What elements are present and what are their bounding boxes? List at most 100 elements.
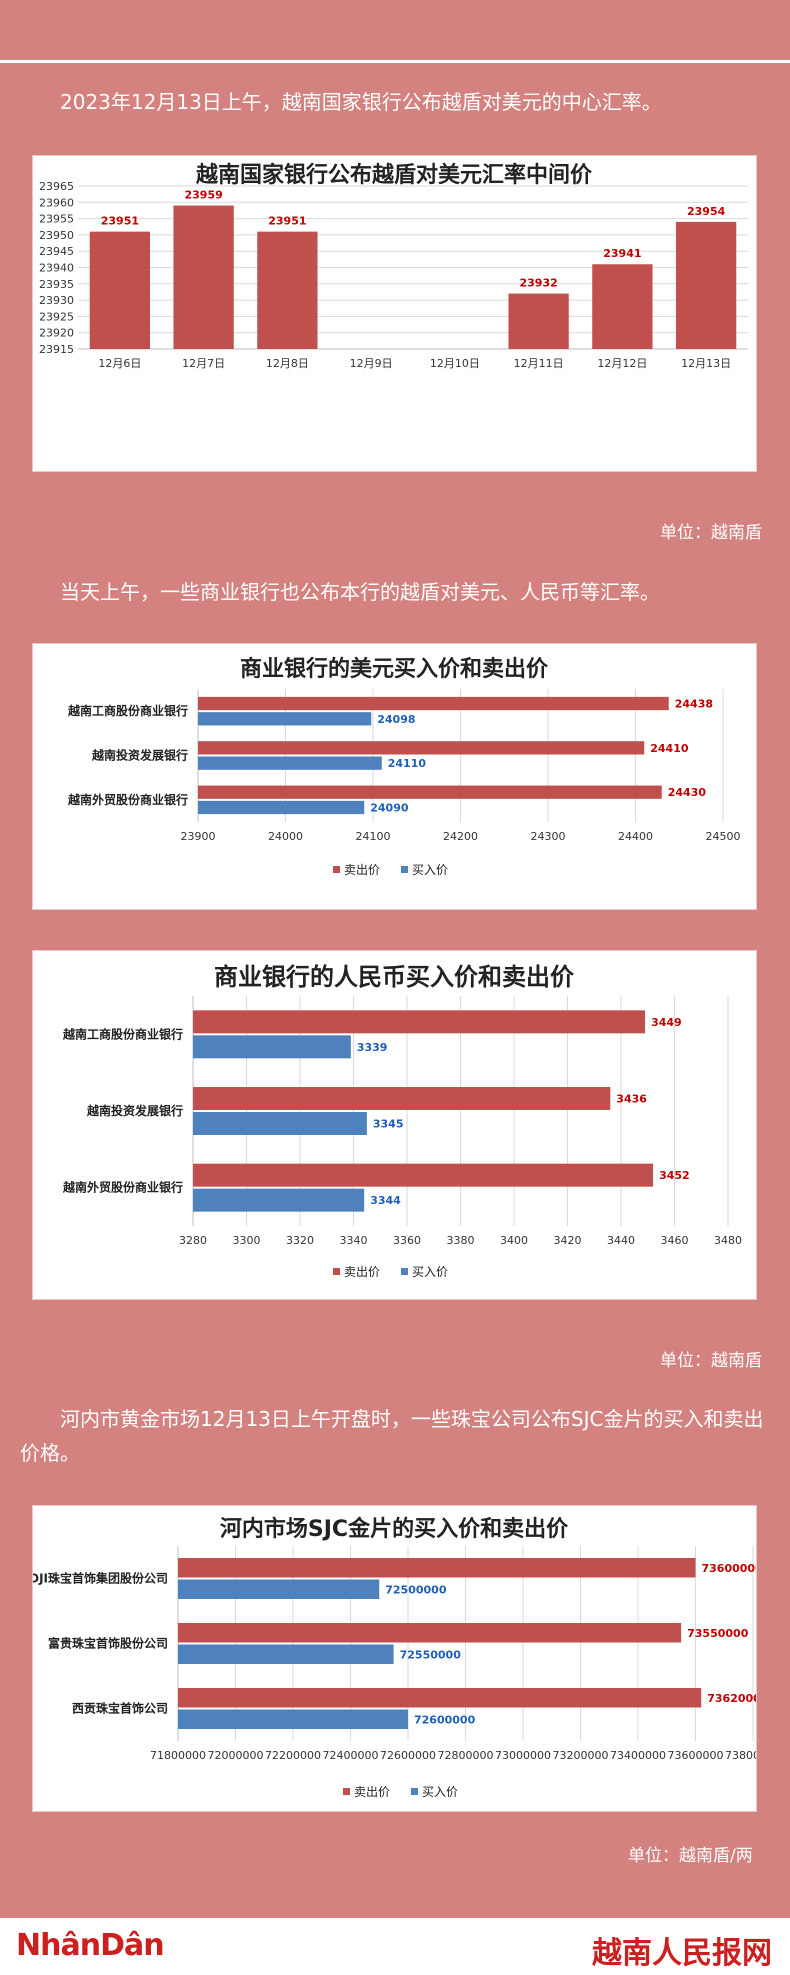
- x-tick-label: 3300: [233, 1234, 261, 1247]
- sell-data-label: 24438: [675, 698, 713, 711]
- intro-paragraph-3: 河内市黄金市场12月13日上午开盘时，一些珠宝公司公布SJC金片的买入和卖出价格…: [20, 1407, 764, 1465]
- y-tick-label: 23915: [39, 343, 74, 356]
- data-label: 23941: [603, 247, 641, 260]
- x-tick-label: 72600000: [380, 1749, 436, 1762]
- category-label: 越南工商股份商业银行: [67, 703, 188, 718]
- data-label: 23959: [184, 189, 222, 202]
- buy-data-label: 24098: [377, 713, 415, 726]
- buy-bar: [198, 800, 365, 815]
- legend-sell-label: 卖出价: [344, 1265, 380, 1279]
- footer-bar: NhânDân 越南人民报网: [0, 1918, 790, 1975]
- chart-title: 河内市场SJC金片的买入价和卖出价: [220, 1516, 569, 1542]
- x-tick-label: 71800000: [150, 1749, 206, 1762]
- x-tick-label: 24500: [706, 830, 741, 843]
- x-tick-label: 12月7日: [182, 357, 225, 370]
- x-tick-label: 3380: [447, 1234, 475, 1247]
- buy-bar: [198, 712, 372, 726]
- buy-bar: [178, 1709, 408, 1729]
- data-label: 23954: [687, 205, 726, 218]
- unit-label-2: 单位：越南盾: [660, 1351, 762, 1371]
- bar: [173, 205, 234, 349]
- category-label: 越南外贸股份商业银行: [62, 1180, 183, 1195]
- bar: [508, 293, 569, 349]
- buy-data-label: 72600000: [414, 1713, 476, 1726]
- legend-buy-label: 买入价: [412, 1265, 448, 1279]
- legend-buy-swatch: [401, 1268, 408, 1275]
- legend-buy-swatch: [401, 866, 408, 873]
- x-tick-label: 3280: [179, 1234, 207, 1247]
- category-label: 越南工商股份商业银行: [62, 1026, 183, 1041]
- chart-panel-3: 商业银行的人民币买入价和卖出价 3280 3300 3320 3340 3360 3380 3…: [32, 950, 757, 1300]
- legend-sell-label: 卖出价: [354, 1785, 390, 1799]
- sell-bar: [178, 1558, 696, 1578]
- bar: [592, 264, 653, 349]
- x-tick-label: 72400000: [323, 1749, 379, 1762]
- sell-bar: [193, 1010, 646, 1034]
- legend-buy-swatch: [411, 1788, 418, 1795]
- chart-panel-4: 河内市场SJC金片的买入价和卖出价 71800000 72000000 7220000…: [32, 1505, 757, 1812]
- legend-sell-swatch: [333, 866, 340, 873]
- intro-paragraph-2: 当天上午，一些商业银行也公布本行的越盾对美元、人民币等汇率。: [60, 580, 660, 604]
- y-tick-label: 23940: [39, 262, 74, 275]
- y-tick-label: 23930: [39, 294, 74, 307]
- x-tick-label: 3320: [286, 1234, 314, 1247]
- x-tick-label: 3440: [607, 1234, 635, 1247]
- site-logo[interactable]: 越南人民报网: [592, 1936, 772, 1971]
- buy-data-label: 24110: [388, 757, 427, 770]
- data-label: 23951: [268, 215, 306, 228]
- central-rate-chart: 越南国家银行公布越盾对美元汇率中间价 23965 23960 23955 23950 23…: [39, 162, 748, 370]
- usd-bank-chart: 商业银行的美元买入价和卖出价 23900 24000 24100 24200 24300 2…: [67, 656, 741, 877]
- buy-data-label: 3339: [357, 1041, 388, 1054]
- nhandan-logo[interactable]: NhânDân: [16, 1928, 165, 1963]
- x-tick-label: 23900: [181, 830, 216, 843]
- sell-bar: [193, 1087, 611, 1110]
- data-label: 23951: [101, 215, 139, 228]
- sell-data-label: 24410: [650, 742, 689, 755]
- legend-buy-label: 买入价: [422, 1785, 458, 1799]
- x-tick-label: 73800000: [725, 1749, 756, 1762]
- x-tick-label: 24400: [618, 830, 653, 843]
- sell-data-label: 73550000: [687, 1627, 749, 1640]
- x-tick-label: 24100: [356, 830, 391, 843]
- chart-title: 越南国家银行公布越盾对美元汇率中间价: [195, 162, 593, 188]
- buy-bar: [198, 756, 382, 770]
- y-tick-label: 23960: [39, 196, 74, 209]
- bar: [675, 221, 737, 349]
- sell-data-label: 24430: [668, 786, 707, 799]
- legend-buy-label: 买入价: [412, 863, 448, 877]
- unit-label-1: 单位：越南盾: [660, 523, 762, 543]
- sell-bar: [178, 1623, 682, 1643]
- x-tick-label: 73000000: [495, 1749, 551, 1762]
- x-tick-label: 12月11日: [514, 357, 564, 370]
- sell-data-label: 3436: [616, 1093, 647, 1106]
- sell-bar: [178, 1688, 702, 1708]
- x-tick-label: 12月13日: [681, 357, 731, 370]
- y-tick-label: 23950: [39, 229, 74, 242]
- sell-bar: [193, 1163, 654, 1187]
- x-tick-label: 72200000: [265, 1749, 321, 1762]
- chart-title: 商业银行的美元买入价和卖出价: [240, 656, 549, 682]
- category-label: 富贵珠宝首饰股份公司: [48, 1636, 168, 1651]
- category-label: 越南投资发展银行: [86, 1103, 183, 1118]
- x-tick-label: 72000000: [208, 1749, 264, 1762]
- category-label: 越南投资发展银行: [91, 748, 188, 763]
- buy-bar: [193, 1112, 367, 1135]
- buy-bar: [178, 1644, 394, 1664]
- x-tick-label: 12月12日: [597, 357, 647, 370]
- category-label: 西贡珠宝首饰公司: [72, 1701, 168, 1716]
- chart-panel-1: 越南国家银行公布越盾对美元汇率中间价 23965 23960 23955 23950 23…: [32, 155, 757, 472]
- buy-data-label: 24090: [370, 801, 409, 814]
- y-tick-label: 23920: [39, 327, 74, 340]
- buy-data-label: 72500000: [385, 1583, 447, 1596]
- x-tick-label: 73400000: [610, 1749, 666, 1762]
- y-tick-label: 23925: [39, 310, 74, 323]
- sell-data-label: 3452: [659, 1169, 690, 1182]
- buy-data-label: 3345: [373, 1118, 404, 1131]
- y-tick-label: 23965: [39, 180, 74, 193]
- x-tick-label: 12月9日: [350, 357, 393, 370]
- x-tick-label: 3340: [340, 1234, 368, 1247]
- sjc-gold-chart: 河内市场SJC金片的买入价和卖出价 71800000 72000000 7220000…: [33, 1516, 756, 1799]
- legend-sell-swatch: [333, 1268, 340, 1275]
- x-tick-label: 72800000: [438, 1749, 494, 1762]
- x-tick-label: 24000: [268, 830, 303, 843]
